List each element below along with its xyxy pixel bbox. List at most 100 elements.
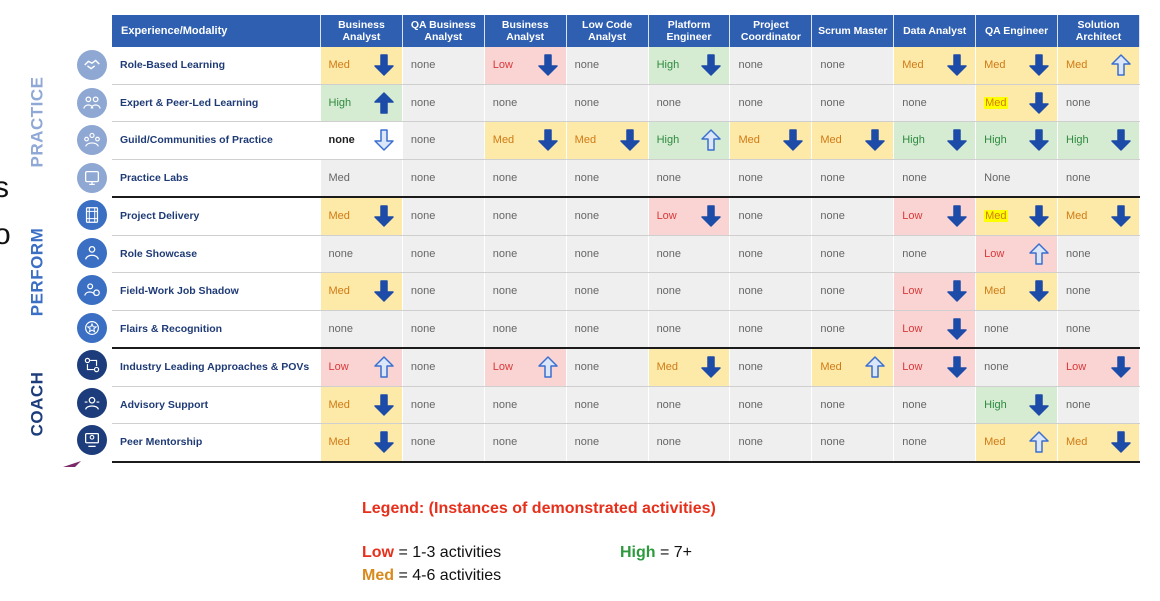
level-cell: none — [484, 235, 567, 273]
row-label: Field-Work Job Shadow — [112, 272, 321, 311]
level-cell: none — [648, 386, 731, 424]
level-cell: High — [648, 121, 731, 160]
table-row: Role-Based Learning Med none Low none High non… — [112, 47, 1140, 85]
header-column: Project Coordinator — [729, 15, 813, 47]
level-cell: none — [1057, 272, 1140, 311]
level-cell: Med — [484, 121, 567, 160]
level-cell: Med — [975, 84, 1059, 122]
level-value: none — [574, 210, 600, 223]
level-cell: Low — [320, 348, 403, 387]
level-value: none — [984, 322, 1009, 335]
arrow-down-icon — [374, 205, 394, 227]
level-cell: none — [1057, 310, 1140, 349]
level-value: none — [656, 436, 682, 449]
level-cell: Med — [975, 272, 1059, 311]
level-cell: none — [729, 47, 813, 85]
community-icon — [77, 125, 107, 155]
level-value: none — [328, 322, 353, 335]
level-value: Med — [328, 398, 350, 411]
level-value: Med — [984, 210, 1008, 223]
level-cell: none — [975, 348, 1059, 387]
level-value: High — [984, 398, 1007, 411]
level-value: Med — [984, 285, 1006, 298]
level-cell: none — [811, 159, 895, 198]
level-cell: none — [566, 272, 649, 311]
level-value: none — [574, 322, 600, 335]
level-cell: none — [648, 84, 731, 122]
level-value: Low — [328, 361, 349, 374]
arrow-down-icon — [1111, 129, 1131, 151]
level-value: none — [820, 210, 845, 223]
level-cell: none — [402, 121, 485, 160]
level-cell: Low — [893, 348, 977, 387]
level-value: Med — [902, 59, 924, 72]
level-value: none — [656, 398, 682, 411]
arrow-down-icon — [374, 129, 394, 151]
level-cell: Med — [320, 423, 403, 463]
level-value: none — [656, 247, 682, 260]
team-icon — [77, 87, 107, 118]
level-cell: none — [402, 423, 485, 463]
table-row: Peer Mentorship Med none none none none none no… — [112, 423, 1140, 463]
level-value: none — [410, 96, 436, 109]
level-value: none — [492, 96, 518, 109]
level-value: Med — [328, 210, 350, 223]
level-cell: Med — [893, 47, 977, 85]
level-cell: none — [811, 47, 895, 85]
level-cell: none — [648, 235, 731, 273]
handshake-icon — [77, 50, 107, 80]
level-value: Med — [1066, 436, 1088, 449]
level-value: none — [574, 59, 600, 72]
level-cell: none — [1057, 159, 1140, 198]
level-value: none — [574, 247, 600, 260]
level-value: none — [902, 398, 927, 411]
level-value: Med — [1066, 210, 1088, 223]
table-row: Role Showcase none none none none none none non… — [112, 235, 1140, 273]
table-row: Practice Labs Med none none none none none none… — [112, 159, 1140, 198]
arrow-down-icon — [537, 54, 558, 76]
arrow-up-icon — [537, 356, 558, 378]
level-cell: none — [729, 272, 813, 311]
level-cell: none — [320, 310, 403, 349]
level-cell: none — [729, 235, 813, 273]
level-cell: Med — [1057, 197, 1140, 236]
arrow-down-icon — [701, 356, 722, 378]
level-value: none — [574, 285, 600, 298]
level-value: Med — [738, 134, 760, 147]
level-value: Med — [574, 134, 597, 147]
level-cell: Med — [811, 348, 895, 387]
arrow-down-icon — [1111, 356, 1131, 378]
level-cell: none — [402, 310, 485, 349]
table-row: Expert & Peer-Led Learning High none none no… — [112, 84, 1140, 122]
row-label: Peer Mentorship — [112, 423, 321, 463]
level-cell: none — [729, 84, 813, 122]
legend-high-text: = 7+ — [655, 544, 693, 561]
level-value: Med — [820, 361, 842, 374]
level-value: none — [820, 285, 845, 298]
legend-med: Med = 4-6 activities — [362, 567, 501, 585]
level-value: Med — [984, 436, 1006, 449]
arrow-up-icon — [865, 356, 885, 378]
level-value: High — [656, 59, 680, 72]
arrow-down-icon — [701, 205, 722, 227]
header-experience-modality: Experience/Modality — [112, 15, 321, 47]
arrow-down-icon — [947, 54, 967, 76]
level-value: none — [738, 96, 763, 109]
header-column: QA Business Analyst — [402, 15, 485, 47]
level-cell: none — [402, 159, 485, 198]
level-value: Med — [1066, 59, 1088, 72]
arrow-up-icon — [374, 356, 394, 378]
level-cell: none — [320, 121, 403, 160]
level-value: none — [410, 285, 436, 298]
level-value: none — [410, 361, 436, 374]
legend: Legend: (Instances of demonstrated activ… — [362, 500, 716, 584]
level-value: Med — [984, 96, 1008, 109]
level-value: Med — [820, 134, 842, 147]
table-row: Industry Leading Approaches & POVs Low non… — [112, 348, 1140, 387]
arrow-up-icon — [374, 92, 394, 114]
level-value: Low — [902, 285, 923, 298]
level-value: Low — [492, 361, 513, 374]
level-value: High — [984, 134, 1007, 147]
level-cell: Med — [1057, 423, 1140, 463]
level-value: none — [820, 59, 845, 72]
